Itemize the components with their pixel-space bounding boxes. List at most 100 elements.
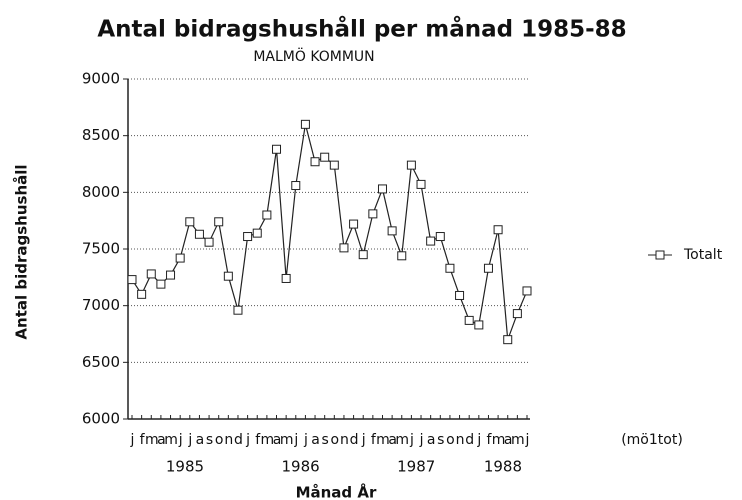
- point-marker: [291, 181, 301, 191]
- point-marker: [349, 219, 359, 229]
- x-tick-label: d: [465, 432, 473, 448]
- y-tick-label: 7000: [82, 296, 120, 314]
- x-tick-label: a: [504, 432, 512, 448]
- y-axis-label: Antal bidragshushåll: [13, 164, 31, 339]
- point-marker: [214, 217, 224, 227]
- point-marker: [281, 273, 291, 283]
- point-marker: [272, 144, 282, 154]
- annotation: (mö1tot): [621, 432, 683, 448]
- x-tick-label: n: [340, 432, 348, 448]
- x-tick-label: a: [273, 432, 281, 448]
- x-tick-label: j: [245, 432, 249, 448]
- x-tick-label: j: [178, 432, 182, 448]
- x-tick-label: m: [511, 432, 524, 448]
- point-marker: [455, 290, 465, 300]
- point-marker: [493, 225, 503, 235]
- point-marker: [127, 275, 137, 285]
- x-tick-label: j: [293, 432, 297, 448]
- y-tick-label: 6000: [82, 410, 120, 428]
- point-marker: [445, 263, 455, 273]
- y-tick-label: 7500: [82, 240, 120, 258]
- x-tick-label: m: [145, 432, 158, 448]
- point-marker: [223, 271, 233, 281]
- point-marker: [329, 160, 339, 170]
- point-marker: [512, 309, 522, 319]
- point-marker: [435, 232, 445, 242]
- year-label: 1988: [484, 458, 522, 476]
- x-tick-label: s: [322, 432, 329, 448]
- x-tick-label: o: [446, 432, 454, 448]
- x-tick-label: s: [437, 432, 444, 448]
- y-tick-label: 6500: [82, 353, 120, 371]
- point-marker: [243, 232, 253, 242]
- y-tick-label: 8000: [82, 183, 120, 201]
- point-marker: [358, 250, 368, 260]
- point-marker: [310, 157, 320, 167]
- point-marker: [426, 236, 436, 246]
- year-label: 1985: [166, 458, 204, 476]
- year-label: 1986: [282, 458, 320, 476]
- point-marker: [156, 279, 166, 289]
- point-marker: [416, 179, 426, 189]
- point-marker: [397, 251, 407, 261]
- x-tick-label: d: [234, 432, 242, 448]
- point-marker: [377, 184, 387, 194]
- point-marker: [474, 320, 484, 330]
- x-tick-label: j: [476, 432, 480, 448]
- point-marker: [204, 237, 214, 247]
- y-tick-label: 9000: [82, 70, 120, 88]
- x-axis-label: Månad År: [296, 483, 377, 500]
- point-marker: [166, 270, 176, 280]
- x-tick-label: n: [456, 432, 464, 448]
- x-tick-label: j: [303, 432, 307, 448]
- point-marker: [522, 286, 532, 296]
- point-marker: [252, 228, 262, 238]
- point-marker: [406, 160, 416, 170]
- x-tick-label: a: [311, 432, 319, 448]
- point-marker: [262, 210, 272, 220]
- x-tick-label: j: [419, 432, 423, 448]
- y-tick-label: 8500: [82, 126, 120, 144]
- x-tick-label: f: [140, 432, 146, 448]
- x-tick-label: f: [255, 432, 261, 448]
- x-tick-label: m: [395, 432, 408, 448]
- x-tick-label: f: [371, 432, 377, 448]
- point-marker: [146, 269, 156, 279]
- point-marker: [194, 229, 204, 239]
- x-tick-label: a: [157, 432, 165, 448]
- point-marker: [339, 243, 349, 253]
- point-marker: [464, 315, 474, 325]
- x-tick-label: d: [350, 432, 358, 448]
- point-marker: [233, 305, 243, 315]
- x-tick-label: o: [331, 432, 339, 448]
- x-tick-label: a: [427, 432, 435, 448]
- chart-title: Antal bidragshushåll per månad 1985-88: [97, 16, 626, 43]
- point-marker: [368, 209, 378, 219]
- x-tick-label: a: [388, 432, 396, 448]
- x-tick-label: m: [280, 432, 293, 448]
- x-tick-label: n: [224, 432, 232, 448]
- x-tick-label: m: [492, 432, 505, 448]
- x-tick-label: f: [486, 432, 492, 448]
- x-tick-label: a: [196, 432, 204, 448]
- point-marker: [300, 119, 310, 129]
- x-tick-label: j: [409, 432, 413, 448]
- x-tick-label: j: [130, 432, 134, 448]
- line: [131, 124, 528, 340]
- point-marker: [185, 217, 195, 227]
- point-marker: [175, 253, 185, 263]
- point-marker: [483, 263, 493, 273]
- point-marker: [320, 152, 330, 162]
- point-marker: [137, 289, 147, 299]
- legend-marker: [655, 250, 665, 260]
- x-tick-label: j: [187, 432, 191, 448]
- x-tick-label: m: [164, 432, 177, 448]
- year-label: 1987: [397, 458, 435, 476]
- x-tick-label: m: [261, 432, 274, 448]
- x-tick-label: o: [215, 432, 223, 448]
- chart-subtitle: MALMÖ KOMMUN: [253, 47, 374, 65]
- legend-label: Totalt: [683, 247, 723, 263]
- x-tick-label: m: [376, 432, 389, 448]
- x-tick-label: j: [361, 432, 365, 448]
